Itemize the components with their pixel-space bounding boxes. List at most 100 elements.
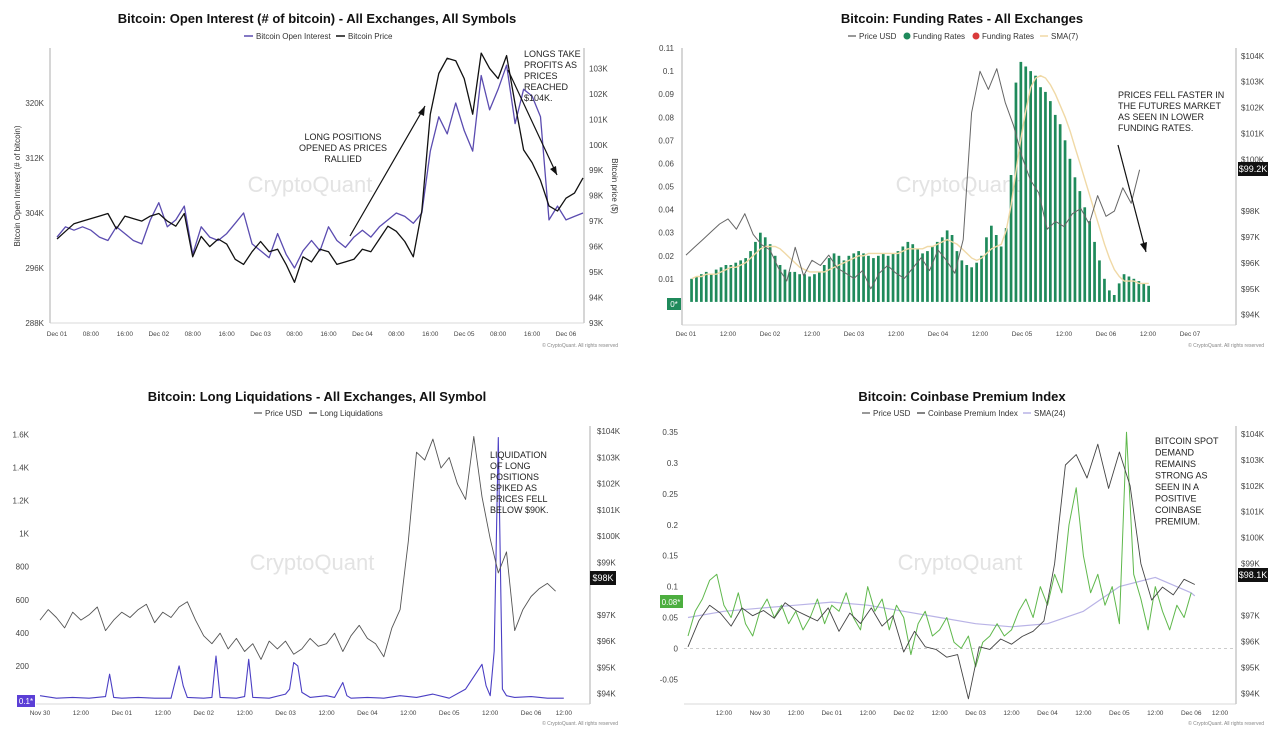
current-price-tag xyxy=(590,571,616,585)
y2-tick-label: $104K xyxy=(597,427,621,436)
funding-rate-bar xyxy=(847,255,851,302)
y2-tick-label: 99K xyxy=(589,166,604,175)
x-tick-label: 12:00 xyxy=(1212,710,1229,717)
x-tick-label: 12:00 xyxy=(318,710,335,717)
legend-sma24[interactable]: SMA(24) xyxy=(1034,409,1066,418)
y2-tick-label: $102K xyxy=(1241,482,1265,491)
annotation-arrow-down xyxy=(507,69,558,176)
y2-tick-label: $97K xyxy=(1241,233,1260,242)
funding-rate-bar xyxy=(842,260,846,302)
x-tick-label: Dec 05 xyxy=(439,710,460,717)
legend-price[interactable]: Bitcoin Price xyxy=(348,32,393,41)
funding-rate-bar xyxy=(906,241,910,302)
funding-rate-bar xyxy=(877,255,880,302)
y-tick-label: 0.06 xyxy=(658,159,674,168)
y-tick-label: 304K xyxy=(25,209,44,218)
x-tick-label: Dec 04 xyxy=(1037,710,1058,717)
legend-coinbase-premium[interactable]: Coinbase Premium Index xyxy=(928,409,1018,418)
funding-rate-bar xyxy=(1137,281,1141,302)
x-tick-label: 12:00 xyxy=(1003,710,1020,717)
x-tick-label: 12:00 xyxy=(73,710,90,717)
x-tick-label: 12:00 xyxy=(716,710,733,717)
funding-rate-bar xyxy=(945,230,949,302)
current-price-tag xyxy=(1238,568,1268,582)
funding-rate-bar xyxy=(1044,91,1047,303)
y2-tick-label: $102K xyxy=(597,480,621,489)
legend-price-usd[interactable]: Price USD xyxy=(859,32,897,41)
panel-funding-rates: Bitcoin: Funding Rates - All Exchanges P… xyxy=(658,11,1268,349)
funding-rate-bar xyxy=(886,255,890,302)
annotation-liquidation-spike: LIQUIDATION OF LONG POSITIONS SPIKED AS PRIC… xyxy=(490,450,549,515)
y2-tick-label: $96K xyxy=(1241,259,1260,268)
copyright: © CryptoQuant. All rights reserved xyxy=(542,720,618,727)
funding-rate-bar xyxy=(1108,290,1111,302)
x-tick-label: 08:00 xyxy=(388,331,405,338)
x-tick-label: Dec 05 xyxy=(1012,331,1033,338)
legend-funding-rates-negative[interactable]: Funding Rates xyxy=(982,32,1034,41)
funding-rate-bar xyxy=(1147,285,1150,302)
current-price-label: $99.2K xyxy=(1239,164,1268,174)
funding-rate-bar xyxy=(881,253,885,302)
x-tick-label: 08:00 xyxy=(83,331,100,338)
y-tick-label: 0.03 xyxy=(658,229,674,238)
funding-rate-bar xyxy=(985,237,988,302)
funding-rate-bar xyxy=(793,271,797,302)
x-tick-label: 12:00 xyxy=(888,331,905,338)
y-tick-label: 296K xyxy=(25,264,44,273)
annotation-longs-take-profit: LONGS TAKE PROFITS AS PRICES REACHED $104K. xyxy=(524,49,581,103)
y2-tick-label: $100K xyxy=(1241,155,1265,164)
series-line-price-usd xyxy=(685,68,1141,290)
x-tick-label: Dec 05 xyxy=(1109,710,1130,717)
legend-price-usd[interactable]: Price USD xyxy=(265,409,303,418)
funding-rate-bar xyxy=(798,274,801,302)
funding-rate-bar xyxy=(1112,295,1116,302)
funding-rate-bar xyxy=(1093,241,1096,302)
funding-rate-bar xyxy=(744,258,747,302)
funding-rate-bar xyxy=(1053,114,1057,302)
current-value-tag xyxy=(667,298,681,310)
x-tick-label: 12:00 xyxy=(556,710,573,717)
funding-rate-bar xyxy=(714,269,718,302)
y-axis-label: Bitcoin Open Interest (# of bitcoin) xyxy=(13,125,22,246)
funding-rate-bar xyxy=(837,255,841,302)
x-tick-label: Dec 04 xyxy=(357,710,378,717)
series-line-long-liquidations xyxy=(39,437,564,699)
funding-rate-bar xyxy=(763,237,767,302)
legend-sma7[interactable]: SMA(7) xyxy=(1051,32,1078,41)
current-value-label: 0.1* xyxy=(19,697,33,706)
y2-tick-label: $94K xyxy=(1241,690,1260,699)
y-tick-label: 0 xyxy=(674,644,679,653)
funding-rate-bar xyxy=(768,244,772,302)
legend-price-usd[interactable]: Price USD xyxy=(873,409,911,418)
x-tick-label: Dec 05 xyxy=(454,331,475,338)
x-tick-label: Dec 01 xyxy=(112,710,133,717)
copyright: © CryptoQuant. All rights reserved xyxy=(542,342,618,349)
funding-rate-bar xyxy=(940,237,944,302)
funding-rate-bar xyxy=(832,253,836,302)
funding-rate-bar xyxy=(1083,207,1087,302)
y2-tick-label: $100K xyxy=(1241,534,1265,543)
x-tick-label: Dec 06 xyxy=(1096,331,1117,338)
legend-funding-rates-positive[interactable]: Funding Rates xyxy=(913,32,965,41)
funding-rate-bar xyxy=(862,253,865,302)
x-tick-label: Dec 02 xyxy=(148,331,169,338)
x-tick-label: 12:00 xyxy=(931,710,948,717)
y-tick-label: 1K xyxy=(19,530,29,539)
y2-tick-label: 101K xyxy=(589,115,608,124)
legend-open-interest[interactable]: Bitcoin Open Interest xyxy=(256,32,331,41)
y-tick-label: 1.2K xyxy=(13,496,30,505)
y2-tick-label: 100K xyxy=(589,141,608,150)
funding-rate-bar xyxy=(1063,140,1067,302)
x-tick-label: Dec 07 xyxy=(1180,331,1201,338)
funding-rate-bar xyxy=(788,271,792,302)
annotation-prices-fell-faster: PRICES FELL FASTER IN THE FUTURES MARKET A… xyxy=(1118,90,1224,133)
x-tick-label: 12:00 xyxy=(1140,331,1157,338)
legend-long-liquidations[interactable]: Long Liquidations xyxy=(320,409,383,418)
y2-tick-label: 93K xyxy=(589,319,604,328)
funding-rate-bar xyxy=(1117,283,1121,302)
funding-rate-bar xyxy=(965,265,969,302)
funding-rate-bar xyxy=(719,267,723,302)
funding-rate-bar xyxy=(955,251,959,302)
funding-rate-bar xyxy=(709,274,713,302)
